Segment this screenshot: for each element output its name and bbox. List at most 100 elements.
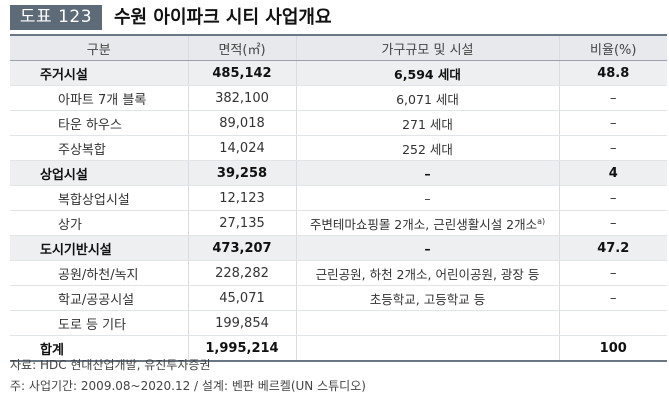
source-note: 자료: HDC 현대산업개발, 유진투자증권 <box>10 358 211 372</box>
cell-category-text: 복합상업시설 <box>58 192 130 208</box>
cell-facilities: – <box>295 235 559 261</box>
cell-area: 14,024 <box>187 135 296 161</box>
header-ratio: 비율(%) <box>558 36 667 61</box>
cell-facilities-text: 초등학교, 고등학교 등 <box>369 291 486 307</box>
cell-facilities: 252 세대 <box>295 135 559 161</box>
cell-area-text: 12,123 <box>219 190 265 206</box>
cell-ratio-text: 4 <box>608 165 618 181</box>
cell-facilities-text: 252 세대 <box>402 141 453 157</box>
cell-ratio: 48.8 <box>558 60 667 86</box>
cell-category: 합계 <box>10 335 188 362</box>
table-row: 주거시설 485,142 6,594 세대 48.8 <box>10 60 667 86</box>
cell-category: 주거시설 <box>10 60 188 86</box>
header-row: 구분 면적(㎡) 가구규모 및 시설 비율(%) <box>10 36 667 61</box>
top-rule <box>10 34 667 36</box>
cell-area-text: 199,854 <box>215 315 269 331</box>
header-category: 구분 <box>10 36 188 61</box>
cell-category: 주상복합 <box>10 135 188 161</box>
cell-facilities-text: – <box>424 240 431 256</box>
cell-area-text: 14,024 <box>219 140 265 156</box>
cell-facilities-text: – <box>424 165 431 181</box>
footnote-marker: a) <box>537 216 546 226</box>
cell-facilities: 주변테마쇼핑몰 2개소, 근린생활시설 2개소a) <box>295 210 559 236</box>
cell-area: 473,207 <box>187 235 296 261</box>
cell-ratio-text: 48.8 <box>597 65 630 81</box>
cell-area-text: 27,135 <box>219 215 265 231</box>
header-facilities: 가구규모 및 시설 <box>295 36 559 61</box>
table-row: 타운 하우스 89,018 271 세대 – <box>10 110 667 136</box>
cell-facilities: – <box>295 185 559 211</box>
table-body: 주거시설 485,142 6,594 세대 48.8 아파트 7개 블록 382,100 6… <box>10 60 667 362</box>
cell-area: 1,995,214 <box>187 335 296 362</box>
table-row: 공원/하천/녹지 228,282 근린공원, 하천 2개소, 어린이공원, 광장 등… <box>10 260 667 286</box>
cell-facilities: 근린공원, 하천 2개소, 어린이공원, 광장 등 <box>295 260 559 286</box>
cell-category-text: 도시기반시설 <box>40 242 112 258</box>
cell-facilities: 271 세대 <box>295 110 559 136</box>
cell-area-text: 89,018 <box>219 115 265 131</box>
cell-ratio-text: 100 <box>599 340 627 356</box>
cell-category-text: 상업시설 <box>40 167 88 183</box>
cell-ratio: – <box>558 110 667 136</box>
cell-category-text: 학교/공공시설 <box>58 292 135 308</box>
cell-ratio: – <box>558 185 667 211</box>
cell-area: 382,100 <box>187 85 296 111</box>
cell-facilities-text: 주변테마쇼핑몰 2개소, 근린생활시설 2개소 <box>309 216 538 232</box>
cell-category: 복합상업시설 <box>10 185 188 211</box>
table-row: 주상복합 14,024 252 세대 – <box>10 135 667 161</box>
cell-category: 공원/하천/녹지 <box>10 260 188 286</box>
cell-ratio-text: – <box>610 115 617 131</box>
cell-category-text: 합계 <box>40 342 64 358</box>
header-area: 면적(㎡) <box>187 36 296 61</box>
cell-category: 도시기반시설 <box>10 235 188 261</box>
cell-category: 상업시설 <box>10 160 188 186</box>
cell-facilities-text: – <box>424 190 431 206</box>
cell-area-text: 228,282 <box>215 265 269 281</box>
cell-category: 도로 등 기타 <box>10 310 188 336</box>
cell-category-text: 공원/하천/녹지 <box>58 267 139 283</box>
cell-area-text: 382,100 <box>215 90 269 106</box>
table-row: 합계 1,995,214 100 <box>10 335 667 362</box>
cell-area: 39,258 <box>187 160 296 186</box>
cell-facilities-text: 6,071 세대 <box>396 91 459 107</box>
cell-category: 타운 하우스 <box>10 110 188 136</box>
table-row: 상업시설 39,258 – 4 <box>10 160 667 186</box>
cell-area-text: 39,258 <box>216 165 268 181</box>
cell-facilities: 초등학교, 고등학교 등 <box>295 285 559 311</box>
cell-category-text: 타운 하우스 <box>58 117 122 133</box>
cell-ratio-text: – <box>610 215 617 231</box>
cell-ratio: – <box>558 285 667 311</box>
cell-facilities-text: 근린공원, 하천 2개소, 어린이공원, 광장 등 <box>315 266 540 282</box>
page-title: 수원 아이파크 시티 사업개요 <box>114 7 332 28</box>
title-bar: 도표 123 수원 아이파크 시티 사업개요 <box>0 0 669 34</box>
cell-ratio-text: – <box>610 290 617 306</box>
cell-ratio: – <box>558 85 667 111</box>
figure-badge: 도표 123 <box>10 5 102 30</box>
cell-category-text: 주상복합 <box>58 142 106 158</box>
cell-ratio: 4 <box>558 160 667 186</box>
footnote: 주: 사업기간: 2009.08~2020.12 / 설계: 벤판 베르켈(UN… <box>10 379 366 393</box>
table-row: 도로 등 기타 199,854 <box>10 310 667 336</box>
cell-ratio-text: – <box>610 90 617 106</box>
table-row: 도시기반시설 473,207 – 47.2 <box>10 235 667 261</box>
cell-area-text: 485,142 <box>212 65 272 81</box>
cell-area: 228,282 <box>187 260 296 286</box>
cell-ratio: 100 <box>558 335 667 362</box>
cell-area-text: 1,995,214 <box>205 340 279 356</box>
cell-facilities-text: 6,594 세대 <box>394 66 461 82</box>
cell-ratio <box>558 310 667 336</box>
cell-category-text: 도로 등 기타 <box>58 317 127 333</box>
cell-area: 27,135 <box>187 210 296 236</box>
cell-ratio-text: 47.2 <box>597 240 630 256</box>
cell-ratio: – <box>558 210 667 236</box>
cell-facilities: – <box>295 160 559 186</box>
cell-facilities <box>295 335 559 362</box>
table-row: 학교/공공시설 45,071 초등학교, 고등학교 등 – <box>10 285 667 311</box>
cell-area-text: 45,071 <box>219 290 265 306</box>
cell-area: 12,123 <box>187 185 296 211</box>
cell-ratio: 47.2 <box>558 235 667 261</box>
table-row: 복합상업시설 12,123 – – <box>10 185 667 211</box>
cell-area: 89,018 <box>187 110 296 136</box>
cell-facilities: 6,071 세대 <box>295 85 559 111</box>
cell-facilities-text: 271 세대 <box>402 116 453 132</box>
cell-category-text: 주거시설 <box>40 67 88 83</box>
